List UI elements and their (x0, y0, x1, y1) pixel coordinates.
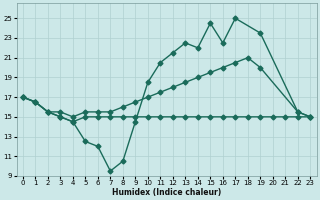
X-axis label: Humidex (Indice chaleur): Humidex (Indice chaleur) (112, 188, 221, 197)
